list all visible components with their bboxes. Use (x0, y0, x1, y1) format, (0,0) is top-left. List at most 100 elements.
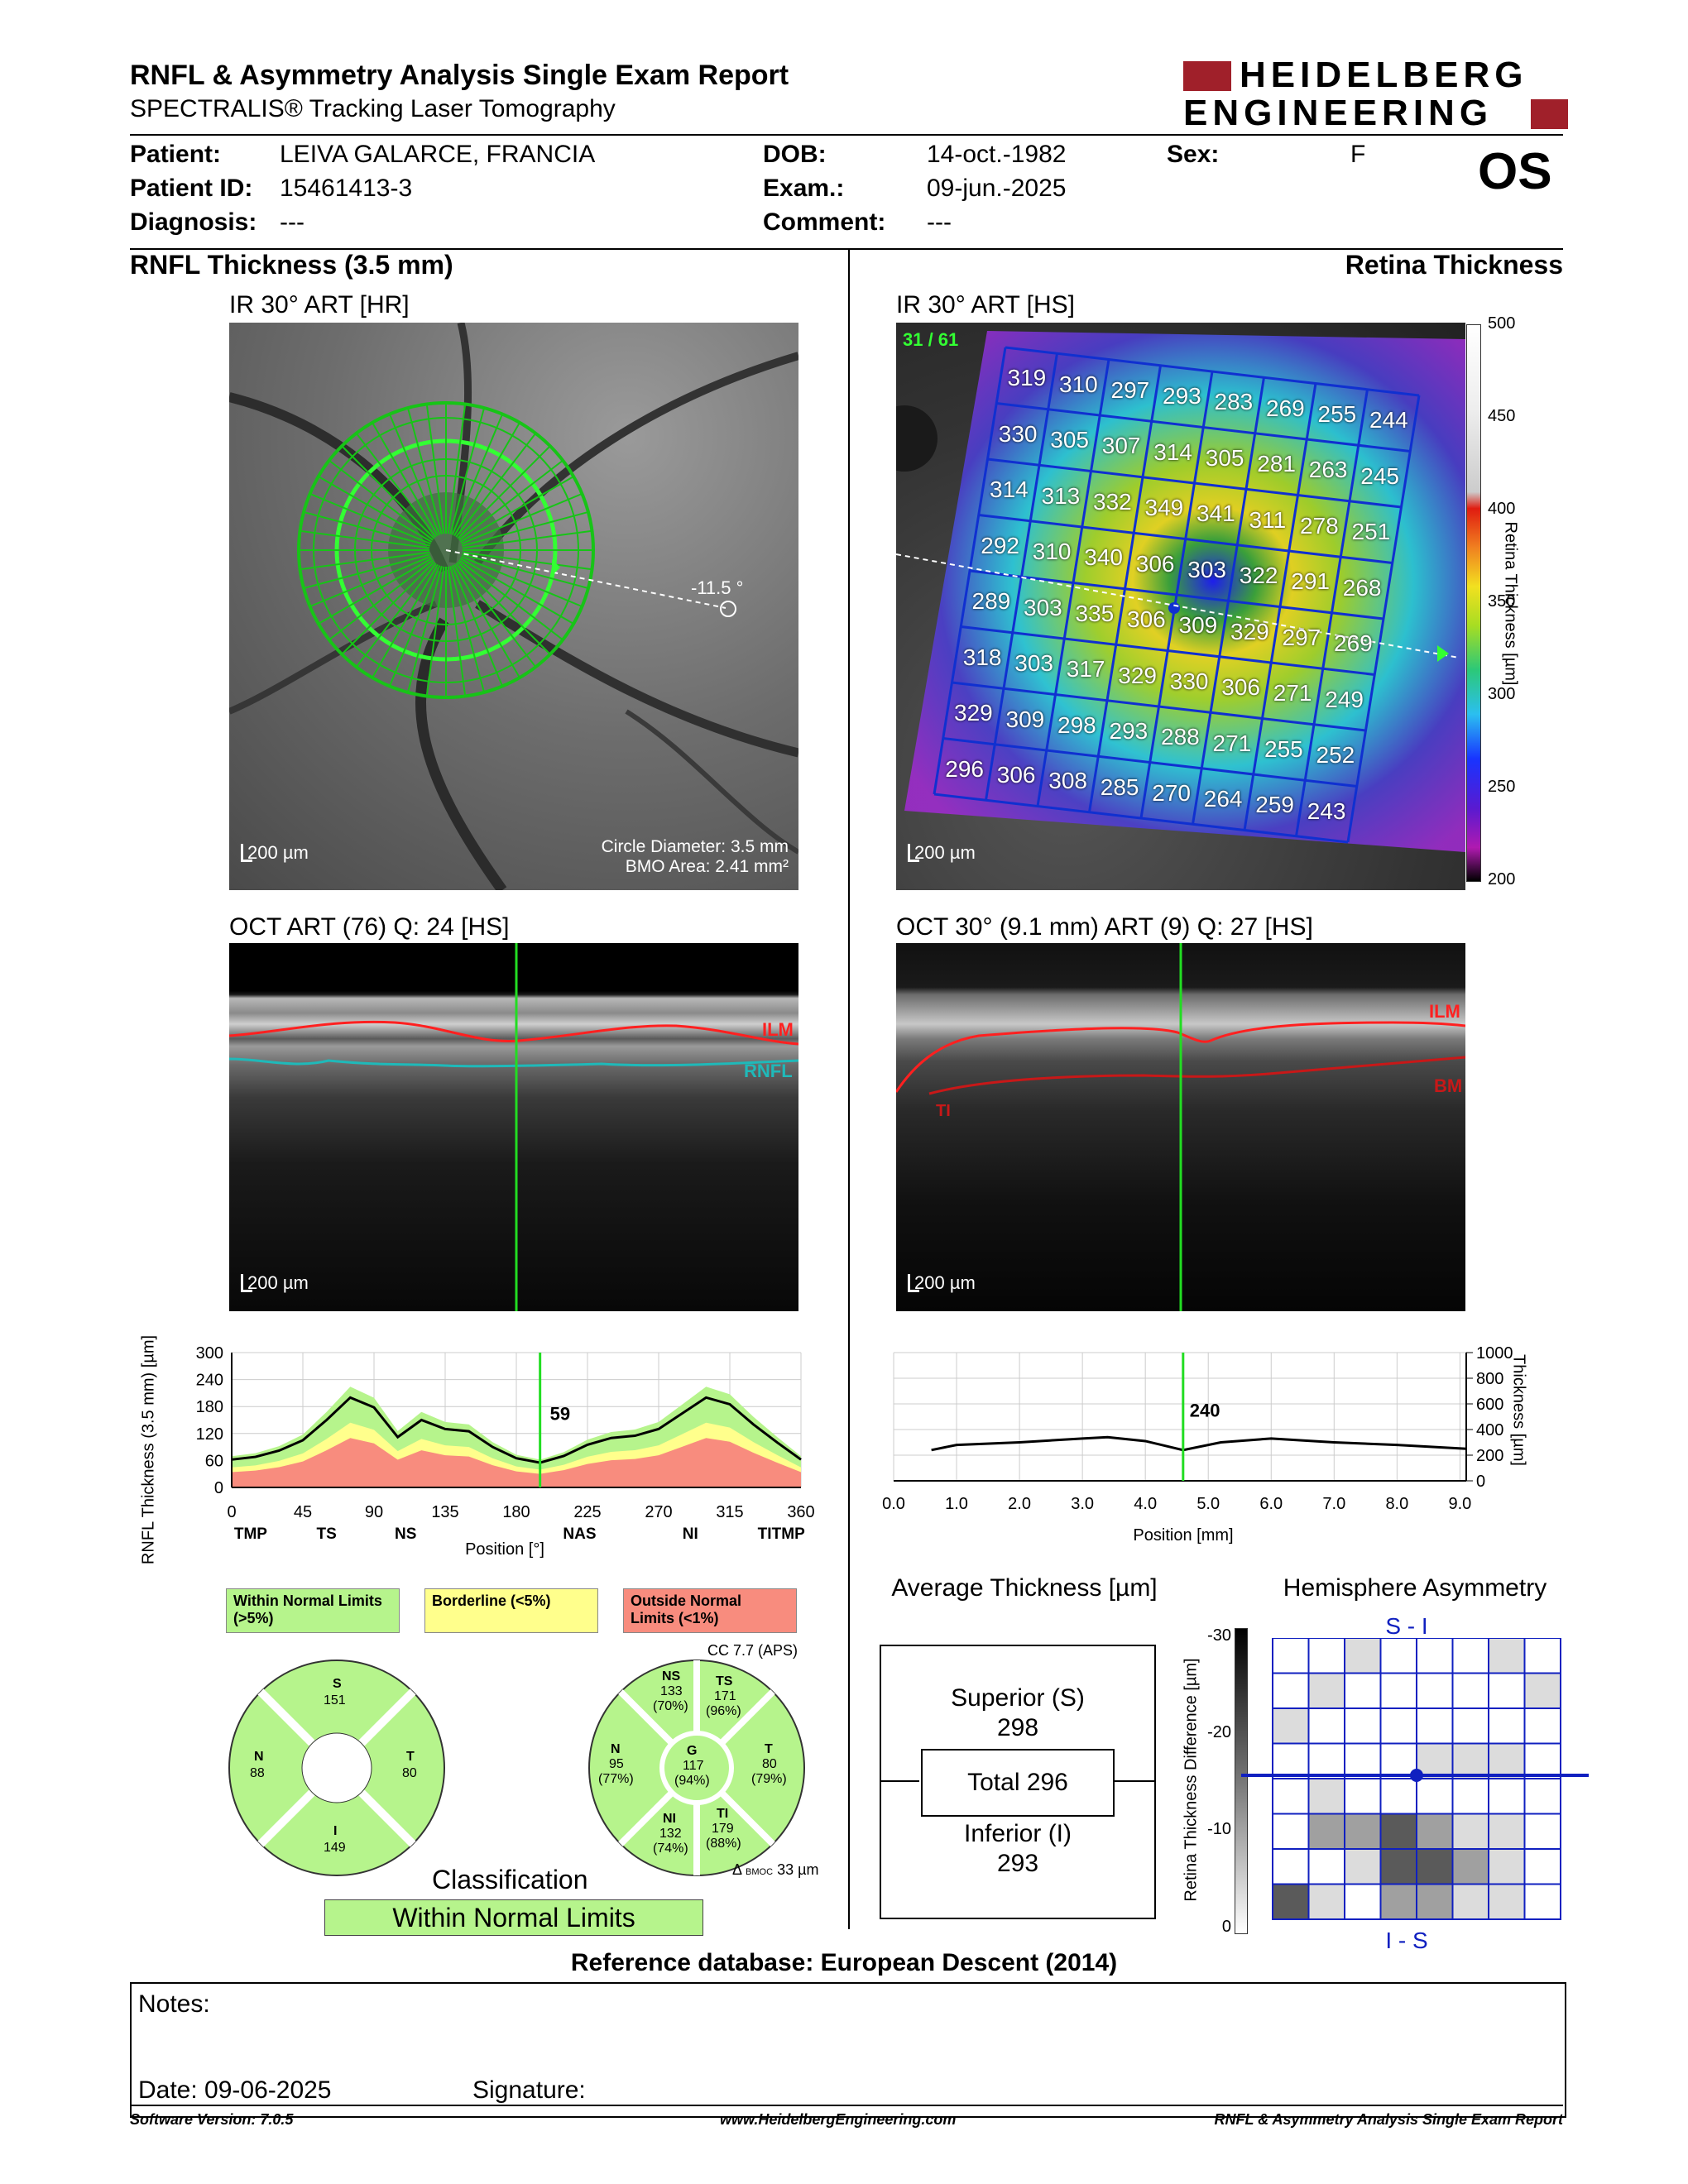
hemi-cell (1523, 1638, 1561, 1674)
diagnosis-label: Diagnosis: (130, 208, 257, 236)
software-version: Software Version: 7.0.5 (130, 2111, 294, 2128)
hemi-cell (1488, 1883, 1526, 1920)
colorbar-tick: 400 (1488, 500, 1516, 518)
grid-cell-value: 255 (1317, 400, 1357, 427)
hemi-colorbar (1235, 1628, 1248, 1934)
ir-fundus-image-right[interactable]: 319 310 297 293 283 269 255 244 330 305 307 314 305 2… (896, 323, 1465, 890)
grid-cell-value: 298 (1057, 711, 1096, 738)
comment: --- (927, 208, 952, 236)
thickness-colorbar (1466, 324, 1481, 882)
grid-cell-value: 349 (1144, 495, 1184, 521)
rnfl-plot-ylabel: RNFL Thickness (3.5 mm) [µm] (139, 1334, 158, 1565)
colorbar-tick: 450 (1488, 407, 1516, 425)
notes-box[interactable]: Notes: Date: 09-06-2025 Signature: (130, 1982, 1566, 2118)
hemi-cell (1379, 1813, 1417, 1850)
grid-cell-value: 270 (1152, 779, 1191, 806)
sector-ts-label: TS (716, 1674, 733, 1688)
thickness-map (896, 331, 1465, 852)
hemi-cell (1379, 1883, 1417, 1920)
rnfl-xtick: 225 (573, 1503, 601, 1521)
hemi-cell (1416, 1813, 1454, 1850)
quad-t-value: 80 (402, 1766, 417, 1780)
hemi-cell (1451, 1742, 1489, 1779)
hemi-cell (1523, 1742, 1561, 1779)
hemi-bottom-label: I - S (1385, 1928, 1428, 1953)
grid-cell-value: 329 (954, 700, 993, 726)
hemi-cell (1379, 1848, 1417, 1885)
oct-left-scale: 200 µm (241, 1272, 309, 1293)
superior-label: Superior (S) (951, 1684, 1085, 1712)
grid-cell-value: 244 (1369, 407, 1408, 433)
sector-ts-pct: (96%) (706, 1704, 741, 1718)
cc-aps: CC 7.7 (APS) (707, 1642, 798, 1659)
bm-label: BM (1434, 1075, 1463, 1096)
grid-cell-value: 263 (1308, 457, 1348, 483)
rnfl-ytick: 60 (205, 1452, 223, 1470)
ilm-label-left: ILM (762, 1019, 794, 1040)
hemi-cell (1488, 1672, 1526, 1709)
quad-i-label: I (333, 1824, 338, 1838)
thick-xtick: 6.0 (1259, 1495, 1283, 1513)
report-title: RNFL & Asymmetry Analysis Single Exam Re… (130, 60, 789, 91)
patient-name: LEIVA GALARCE, FRANCIA (280, 141, 596, 168)
hemi-cell (1379, 1638, 1417, 1674)
ir-fundus-image-left[interactable]: -11.5 ° 200 µm Circle Diameter: 3.5 mm B… (229, 323, 798, 890)
diagnosis: --- (280, 208, 305, 236)
hemi-cell (1416, 1778, 1454, 1815)
hemi-cell (1488, 1742, 1526, 1779)
grid-cell-value: 269 (1266, 395, 1305, 421)
rnfl-xtick: 135 (431, 1503, 458, 1521)
rnfl-ytick: 180 (196, 1398, 223, 1416)
grid-cell-value: 309 (1005, 706, 1045, 732)
grid-cell-value: 313 (1041, 482, 1081, 509)
ir-left-title: IR 30° ART [HR] (229, 291, 410, 318)
grid-cell-value: 297 (1282, 624, 1321, 650)
hemi-cell (1272, 1672, 1310, 1709)
grid-cell-value: 278 (1300, 512, 1339, 539)
rnfl-xtick: 90 (365, 1503, 383, 1521)
hemi-cell (1307, 1707, 1345, 1745)
grid-cell-value: 292 (981, 532, 1019, 558)
sector-t-label: T (765, 1742, 773, 1756)
sector-ts-value: 171 (714, 1689, 736, 1703)
grid-cell-value: 322 (1239, 563, 1278, 589)
oct-right-scale: 200 µm (908, 1272, 976, 1293)
thick-line (931, 1435, 1467, 1452)
oct-right-layers (896, 943, 1465, 1311)
hemi-cell (1344, 1883, 1382, 1920)
grid-cell-value: 311 (1249, 506, 1287, 533)
eye-indicator: OS (1478, 143, 1552, 200)
quadrant-chart (228, 1660, 445, 1876)
rnfl-xtick: 360 (787, 1503, 814, 1521)
hemi-cell (1488, 1813, 1526, 1850)
oct-bscan-left[interactable]: ILM RNFL 200 µm (229, 943, 798, 1311)
hemi-cell (1523, 1778, 1561, 1815)
hemi-cell (1344, 1742, 1382, 1779)
thick-ytick: 1000 (1476, 1344, 1513, 1363)
thick-xtick: 0.0 (882, 1495, 905, 1513)
hemi-cell (1523, 1672, 1561, 1709)
footer-url[interactable]: www.HeidelbergEngineering.com (720, 2111, 957, 2128)
oct-bscan-right[interactable]: ILM BM TI 200 µm (896, 943, 1465, 1311)
grid-cell-value: 269 (1334, 630, 1373, 657)
grid-cell-value: 306 (1221, 674, 1260, 701)
grid-cell-value: 297 (1110, 376, 1150, 403)
grid-cell-value: 305 (1050, 427, 1089, 453)
hemi-cell (1307, 1638, 1345, 1674)
hemi-cell (1416, 1638, 1454, 1674)
logo-text-1: HEIDELBERG (1240, 55, 1528, 95)
colorbar-tick: 350 (1488, 592, 1516, 611)
rnfl-ytick: 120 (196, 1425, 223, 1444)
hemi-cell (1523, 1848, 1561, 1885)
colorbar-tick: 200 (1488, 870, 1516, 888)
notes-signature: Signature: (472, 2076, 586, 2104)
grid-cell-value: 268 (1342, 574, 1382, 601)
rnfl-xtick: 45 (294, 1503, 312, 1521)
rnfl-ytick: 240 (196, 1372, 223, 1390)
tl-label: TI (936, 1102, 951, 1120)
hemi-tick: -10 (1207, 1820, 1231, 1838)
sector-ns-value: 133 (660, 1684, 683, 1698)
grid-cell-value: 310 (1032, 539, 1072, 565)
hemi-cell (1416, 1707, 1454, 1745)
hemi-cell (1272, 1813, 1310, 1850)
